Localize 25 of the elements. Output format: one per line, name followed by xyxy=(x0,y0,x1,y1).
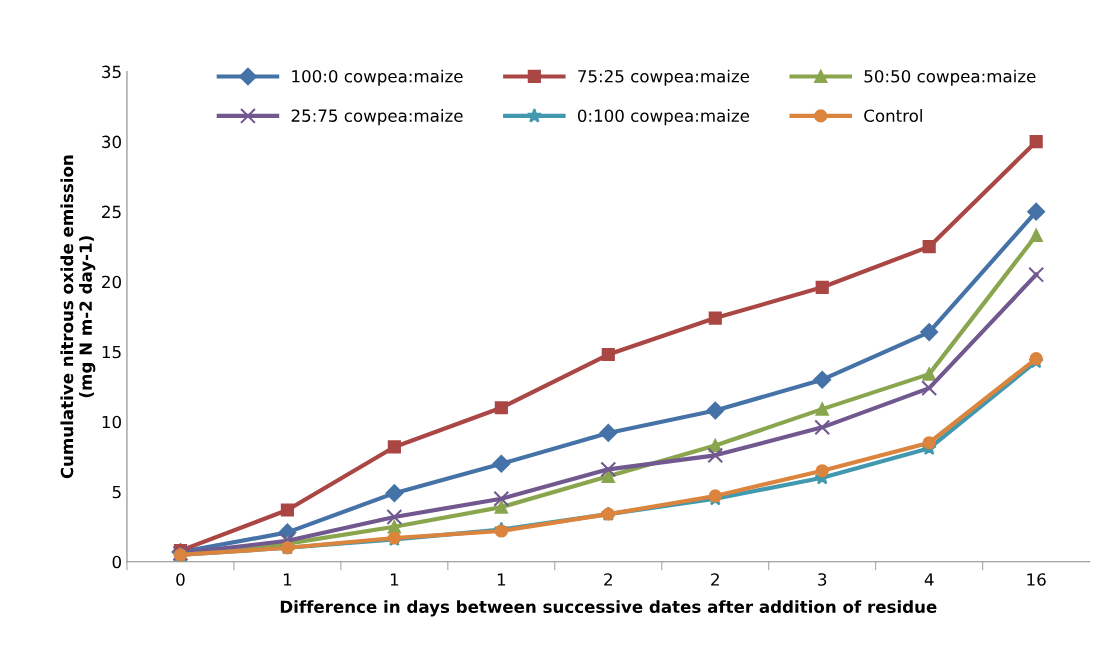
legend-label: 100:0 cowpea:maize xyxy=(292,69,463,86)
x-tick-label: 4 xyxy=(924,573,934,586)
x-tick-label: 0 xyxy=(176,573,185,586)
legend-label: 25:75 cowpea:maize xyxy=(291,109,463,126)
x-axis-title: Difference in days between successive dates after addition of residue xyxy=(280,600,937,617)
legend-label: 50:50 cowpea:maize xyxy=(864,69,1036,86)
x-tick-label: 2 xyxy=(604,573,612,586)
legend-label: 0:100 cowpea:maize xyxy=(577,109,750,126)
y-tick-label: 10 xyxy=(102,415,121,429)
x-tick-label: 16 xyxy=(1027,573,1046,586)
x-tick-label: 1 xyxy=(497,573,506,586)
legend-label: Control xyxy=(864,109,922,122)
y-tick-label: 15 xyxy=(102,345,121,359)
y-tick-label: 35 xyxy=(102,65,121,79)
y-axis-title: Cumulative nitrous oxide emission (mg N m-2 day-1) xyxy=(60,155,96,479)
x-tick-label: 3 xyxy=(818,573,827,586)
x-tick-label: 1 xyxy=(390,573,399,586)
y-tick-label: 20 xyxy=(102,275,121,289)
x-tick-label: 2 xyxy=(711,573,719,586)
y-tick-label: 5 xyxy=(112,485,121,499)
y-tick-label: 25 xyxy=(102,205,121,219)
y-tick-label: 0 xyxy=(112,555,121,569)
legend-label: 75:25 cowpea:maize xyxy=(578,69,750,86)
y-tick-label: 30 xyxy=(102,135,121,149)
x-tick-label: 1 xyxy=(283,573,292,586)
